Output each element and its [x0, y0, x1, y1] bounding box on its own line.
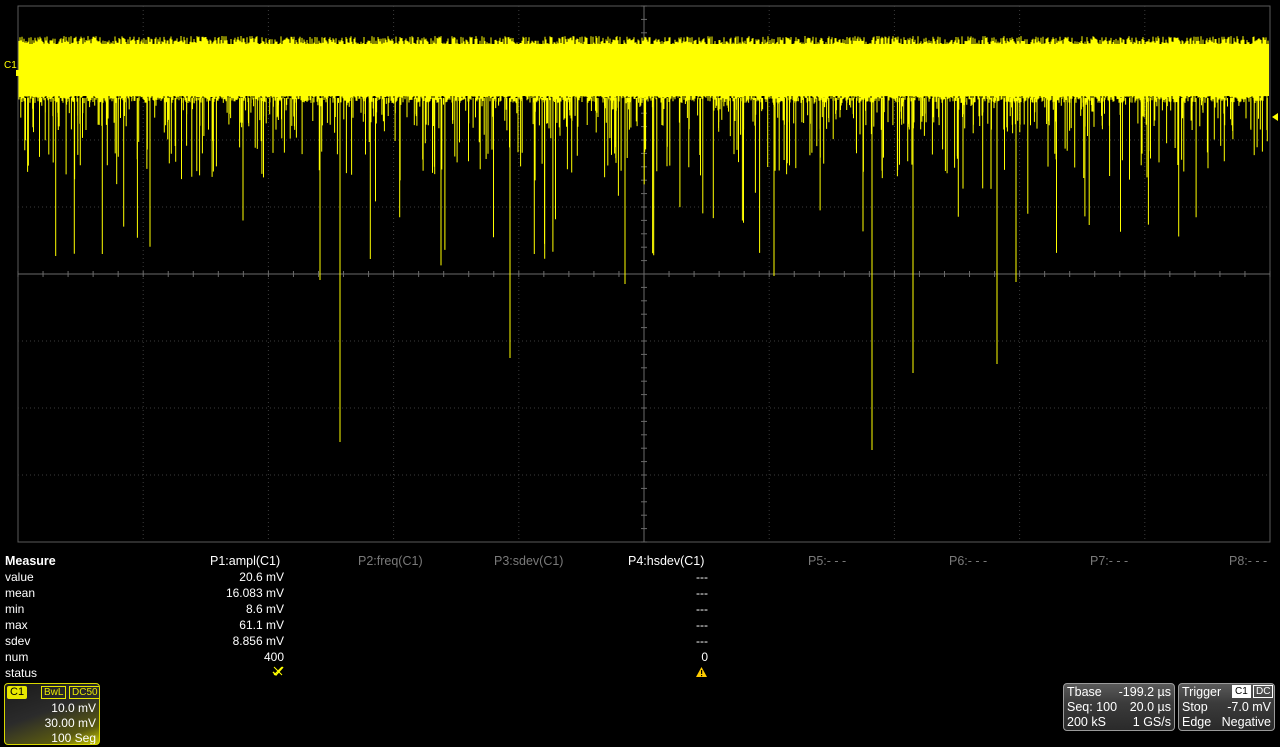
trigger-mode: Stop: [1182, 700, 1208, 714]
param-p8-header[interactable]: P8:- - -: [1229, 554, 1268, 568]
graticule-grid: [17, 5, 1271, 543]
p1-value: 20.6 mV: [239, 570, 284, 584]
param-p4-header[interactable]: P4:hsdev(C1): [628, 554, 705, 568]
trigger-slope: Negative: [1221, 715, 1271, 729]
timebase-descriptor-box[interactable]: Tbase -199.2 µs Seq: 100 20.0 µs 200 kS …: [1063, 683, 1175, 731]
p1-status: [180, 666, 284, 680]
c1-volts-div: 10.0 mV: [51, 701, 96, 715]
svg-text:C1: C1: [4, 60, 17, 71]
p4-min: ---: [696, 602, 708, 616]
sample-rate: 1 GS/s: [1132, 715, 1171, 729]
row-label-mean: mean: [5, 586, 36, 600]
row-label-status: status: [5, 666, 38, 680]
p4-mean: ---: [696, 586, 708, 600]
coupling-flag: DC50: [69, 686, 99, 699]
timebase-label: Tbase: [1067, 685, 1102, 699]
measure-table: Measure P1:ampl(C1) P2:freq(C1) P3:sdev(…: [0, 552, 1280, 682]
row-label-max: max: [5, 618, 28, 632]
c1-tag: C1: [7, 686, 28, 699]
p1-num: 400: [263, 650, 284, 664]
param-p7-header[interactable]: P7:- - -: [1090, 554, 1129, 568]
p4-value: ---: [696, 570, 708, 584]
p4-status: [600, 666, 707, 680]
param-p5-header[interactable]: P5:- - -: [808, 554, 847, 568]
trigger-label: Trigger: [1182, 685, 1222, 699]
c1-offset-marker: C1: [2, 58, 19, 76]
trigger-level-marker: [1272, 113, 1278, 121]
time-per-div: 20.0 µs: [1129, 700, 1171, 714]
param-p1-header[interactable]: P1:ampl(C1): [210, 554, 281, 568]
sample-count: 200 kS: [1067, 715, 1106, 729]
trigger-type: Edge: [1182, 715, 1212, 729]
p4-max: ---: [696, 618, 708, 632]
measure-title: Measure: [5, 554, 56, 568]
p1-min: 8.6 mV: [245, 602, 284, 616]
trigger-level: -7.0 mV: [1227, 700, 1271, 714]
p1-max: 61.1 mV: [239, 618, 284, 632]
param-p3-header[interactable]: P3:sdev(C1): [494, 554, 564, 568]
p4-sdev: ---: [696, 634, 708, 648]
p4-num: 0: [701, 650, 708, 664]
sequence-count: Seq: 100: [1067, 700, 1118, 714]
timebase-delay: -199.2 µs: [1118, 685, 1171, 699]
row-label-min: min: [5, 602, 25, 616]
param-p2-header[interactable]: P2:freq(C1): [358, 554, 423, 568]
c1-segments: 100 Seg: [51, 731, 96, 745]
p1-sdev: 8.856 mV: [232, 634, 284, 648]
row-label-sdev: sdev: [5, 634, 31, 648]
waveform-display[interactable]: C1: [0, 0, 1280, 552]
trigger-source: C1: [1232, 685, 1251, 698]
bandwidth-limit-flag: BwL: [41, 686, 67, 699]
param-p6-header[interactable]: P6:- - -: [949, 554, 988, 568]
c1-waveform-trace: [18, 36, 1269, 450]
trigger-coupling: DC: [1253, 685, 1274, 698]
warning-triangle-icon: [696, 667, 707, 677]
p1-mean: 16.083 mV: [225, 586, 284, 600]
trigger-descriptor-box[interactable]: Trigger C1 DC Stop -7.0 mV Edge Negative: [1178, 683, 1275, 731]
c1-offset: 30.00 mV: [44, 716, 96, 730]
row-label-value: value: [5, 570, 34, 584]
crossed-check-icon: [272, 666, 284, 677]
row-label-num: num: [5, 650, 29, 664]
c1-descriptor-box[interactable]: C1 BwL DC50 10.0 mV 30.00 mV 100 Seg: [4, 683, 100, 745]
